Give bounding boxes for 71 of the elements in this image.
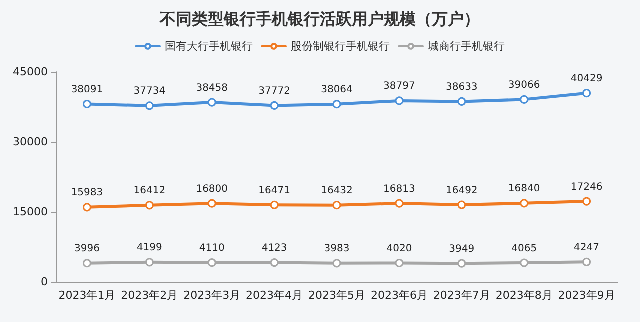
point	[82, 259, 92, 268]
data-label: 3996	[74, 244, 100, 255]
data-label: 38091	[71, 84, 104, 96]
point	[332, 100, 342, 109]
data-label: 38797	[384, 81, 416, 92]
point	[458, 97, 466, 106]
point	[145, 258, 154, 267]
data-label: 37772	[258, 86, 290, 97]
x-tick-label: 2023年8月	[496, 289, 553, 302]
data-label: 17246	[570, 182, 603, 193]
point	[82, 100, 92, 108]
point	[582, 89, 592, 98]
legend-label: 城商行手机银行	[427, 40, 505, 53]
point	[395, 258, 404, 268]
x-tick-label: 2023年5月	[308, 289, 366, 302]
x-tick-label: 2023年3月	[184, 289, 241, 302]
data-label: 16840	[508, 184, 540, 195]
legend-label: 国有大行手机银行	[165, 40, 253, 53]
point	[270, 101, 279, 110]
x-tick-label: 2023年1月	[58, 289, 116, 302]
data-label: 16813	[384, 184, 416, 195]
x-tick-label: 2023年2月	[121, 289, 178, 302]
point	[395, 199, 404, 208]
data-label: 3983	[324, 244, 350, 255]
y-tick-label: 45000	[13, 66, 48, 78]
data-label: 38633	[446, 82, 478, 93]
point	[520, 199, 529, 208]
point	[332, 259, 342, 268]
x-tick-label: 2023年4月	[246, 289, 304, 302]
point	[145, 201, 154, 210]
point	[395, 96, 404, 106]
x-tick-label: 2023年6月	[370, 289, 428, 302]
data-label: 16471	[258, 185, 290, 196]
point	[520, 95, 529, 104]
point	[458, 200, 466, 210]
point	[208, 199, 216, 208]
x-tick-label: 2023年9月	[558, 289, 616, 302]
y-tick-label: 15000	[13, 206, 48, 218]
point	[582, 258, 592, 266]
data-label: 37734	[134, 86, 166, 98]
data-label: 16432	[321, 186, 353, 197]
point	[270, 200, 279, 210]
data-label: 38064	[321, 84, 353, 96]
point	[208, 98, 216, 107]
x-tick-label: 2023年7月	[433, 289, 490, 302]
point	[520, 258, 529, 268]
point	[208, 258, 216, 268]
point	[145, 102, 154, 110]
data-label: 4110	[199, 243, 225, 254]
y-tick-label: 30000	[13, 136, 48, 148]
data-label: 16492	[446, 185, 478, 196]
point	[332, 201, 342, 210]
legend-label: 股份制银行手机银行	[291, 40, 390, 53]
point	[458, 259, 466, 268]
data-label: 3949	[449, 244, 475, 255]
data-label: 16800	[196, 184, 228, 195]
data-label: 4065	[512, 243, 538, 254]
point	[582, 197, 592, 206]
data-label: 15983	[71, 188, 104, 199]
data-label: 38458	[196, 82, 228, 94]
point	[82, 203, 92, 212]
data-label: 4020	[386, 243, 412, 254]
data-label: 4123	[262, 243, 288, 254]
data-label: 4247	[574, 242, 600, 254]
data-label: 16412	[134, 186, 166, 197]
chart-title: 不同类型银行手机银行活跃用户规模（万户）	[159, 10, 480, 28]
point	[270, 258, 279, 268]
y-tick-label: 0	[41, 276, 48, 288]
data-label: 4199	[136, 242, 162, 254]
data-label: 40429	[570, 74, 603, 85]
data-label: 39066	[508, 80, 540, 91]
